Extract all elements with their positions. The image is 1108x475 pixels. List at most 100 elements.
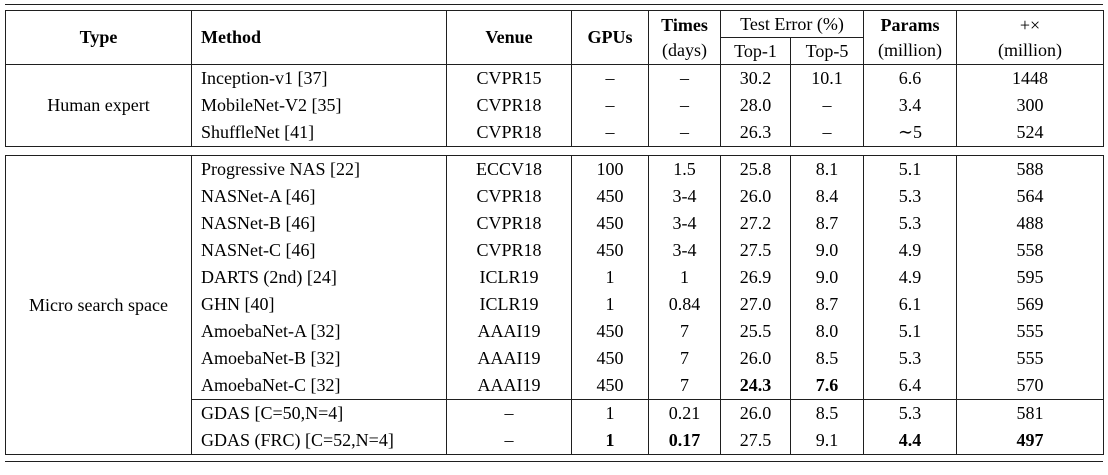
cell-flops: 555 <box>956 345 1105 372</box>
cell-flops: 564 <box>956 183 1105 210</box>
table-row: DARTS (2nd) [24] ICLR19 1 1 26.9 9.0 4.9 595 <box>6 264 1105 291</box>
table-row: Micro search space Progressive NAS [22] EC… <box>5 155 1105 455</box>
cell-method: MobileNet-V2 [35] <box>191 92 447 119</box>
cell-venue: ECCV18 <box>446 155 572 183</box>
cell-venue: CVPR18 <box>446 210 572 237</box>
cell-times: 0.17 <box>648 427 721 455</box>
column-header-venue: Venue <box>446 10 572 65</box>
nas-results-table: Type Method Venue GPUs Times (days) Test … <box>5 10 1105 455</box>
cell-top1: 30.2 <box>720 64 791 92</box>
cell-top5: 9.1 <box>789 427 865 455</box>
cell-flops: 300 <box>956 92 1105 119</box>
cell-method: GHN [40] <box>191 291 447 318</box>
header-row-1: Type Method Venue GPUs Times (days) Test … <box>5 10 1105 65</box>
cell-top1: 27.0 <box>720 291 791 318</box>
cell-venue: CVPR18 <box>446 119 572 147</box>
cell-venue: – <box>446 399 572 427</box>
cell-top5: 8.7 <box>789 210 865 237</box>
cell-top1: 27.5 <box>720 237 791 264</box>
cell-flops: 555 <box>956 318 1105 345</box>
cell-flops: 488 <box>956 210 1105 237</box>
cell-gpus: 450 <box>571 183 649 210</box>
cell-times: – <box>648 119 721 147</box>
cell-venue: CVPR18 <box>446 183 572 210</box>
cell-method: GDAS [C=50,N=4] <box>191 399 447 427</box>
cell-params: 6.4 <box>863 372 958 400</box>
table-row: AmoebaNet-C [32] AAAI19 450 7 24.3 7.6 6.4 570 <box>6 372 1105 400</box>
column-header-flops: +× (million) <box>956 10 1105 65</box>
column-header-top1: Top-1 <box>720 37 791 65</box>
cell-venue: CVPR18 <box>446 237 572 264</box>
paper-table-page: Type Method Venue GPUs Times (days) Test … <box>5 4 1105 462</box>
cell-times: 3-4 <box>648 237 721 264</box>
table-row: NASNet-B [46] CVPR18 450 3-4 27.2 8.7 5.3 488 <box>6 210 1105 237</box>
table-section: Human expert Inception-v1 [37] CVPR15– –30.… <box>5 64 1105 147</box>
cell-params: 5.3 <box>863 399 958 427</box>
cell-top1: 28.0 <box>720 92 791 119</box>
cell-times: 3-4 <box>648 210 721 237</box>
column-header-params-line1: Params <box>880 15 940 36</box>
cell-params: 6.1 <box>863 291 958 318</box>
cell-venue: AAAI19 <box>446 372 572 400</box>
cell-times: 1.5 <box>648 155 721 183</box>
cell-times: 0.84 <box>648 291 721 318</box>
cell-times: 7 <box>648 318 721 345</box>
cell-top5: 8.7 <box>789 291 865 318</box>
cell-top1: 26.0 <box>720 345 791 372</box>
cell-top1: 26.0 <box>720 183 791 210</box>
cell-method: NASNet-A [46] <box>191 183 447 210</box>
cell-gpus: 1 <box>571 291 649 318</box>
cell-flops: 524 <box>956 119 1105 147</box>
cell-gpus: – <box>571 64 649 92</box>
cell-top5: – <box>789 119 865 147</box>
cell-flops: 1448 <box>956 64 1105 92</box>
cell-venue: AAAI19 <box>446 345 572 372</box>
cell-top5: 8.5 <box>789 345 865 372</box>
column-header-method: Method <box>191 10 447 65</box>
cell-flops: 569 <box>956 291 1105 318</box>
cell-gpus: 450 <box>571 345 649 372</box>
section-divider-cell <box>6 147 1104 156</box>
cell-method: AmoebaNet-B [32] <box>191 345 447 372</box>
column-header-params: Params (million) <box>863 10 958 65</box>
cell-flops: 558 <box>956 237 1105 264</box>
table-header: Type Method Venue GPUs Times (days) Test … <box>5 10 1105 65</box>
cell-top1: 26.0 <box>720 399 791 427</box>
cell-method: NASNet-B [46] <box>191 210 447 237</box>
column-header-params-line2: (million) <box>878 39 943 60</box>
cell-times: 0.21 <box>648 399 721 427</box>
table-row: Human expert Inception-v1 [37] CVPR15– –30.… <box>5 64 1105 147</box>
cell-params: 4.9 <box>863 264 958 291</box>
cell-top5: 7.6 <box>789 372 865 400</box>
cell-method: NASNet-C [46] <box>191 237 447 264</box>
cell-gpus: – <box>571 119 649 147</box>
column-header-times: Times (days) <box>648 10 721 65</box>
cell-venue: AAAI19 <box>446 318 572 345</box>
column-header-type: Type <box>5 10 192 65</box>
cell-method: ShuffleNet [41] <box>191 119 447 147</box>
cell-times: 7 <box>648 345 721 372</box>
cell-top5: 8.4 <box>789 183 865 210</box>
cell-gpus: – <box>571 92 649 119</box>
cell-params: 5.3 <box>863 183 958 210</box>
cell-params: 5.3 <box>863 345 958 372</box>
cell-method: Inception-v1 [37] <box>191 64 447 92</box>
cell-flops: 588 <box>956 155 1105 183</box>
cell-times: – <box>648 64 721 92</box>
cell-flops: 570 <box>956 372 1105 400</box>
cell-venue: ICLR19 <box>446 264 572 291</box>
cell-gpus: 1 <box>571 264 649 291</box>
cell-top1: 27.2 <box>720 210 791 237</box>
cell-gpus: 450 <box>571 318 649 345</box>
column-header-times-line1: Times <box>661 15 708 36</box>
cell-params: 5.1 <box>863 155 958 183</box>
table-row: NASNet-C [46] CVPR18 450 3-4 27.5 9.0 4.9 558 <box>6 237 1105 264</box>
cell-params: 3.4 <box>863 92 958 119</box>
cell-top5: – <box>789 92 865 119</box>
table-row: GDAS (FRC) [C=52,N=4] –1 0.17 27.5 9.1 4.4 497 <box>6 427 1105 455</box>
column-header-flops-line1: +× <box>1019 15 1041 36</box>
cell-method: AmoebaNet-A [32] <box>191 318 447 345</box>
cell-method: AmoebaNet-C [32] <box>191 372 447 400</box>
section-divider-row <box>6 147 1104 156</box>
cell-gpus: 450 <box>571 210 649 237</box>
